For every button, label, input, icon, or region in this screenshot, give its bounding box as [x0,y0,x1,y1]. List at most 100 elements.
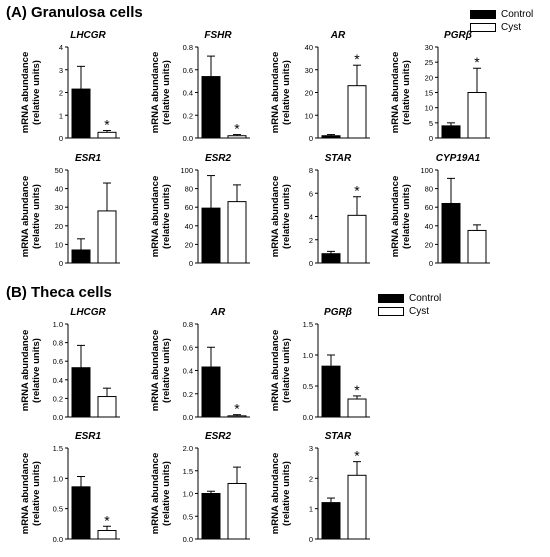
legend-theca: Control Cyst [378,292,441,318]
legend-item-cyst: Cyst [378,305,441,318]
bar-control [321,502,341,540]
legend-label-control: Control [409,293,442,304]
error-bar [233,414,241,416]
bar-cyst [97,530,117,540]
y-tick-label: 0 [309,259,313,268]
y-axis-label: mRNA abundance(relative units) [390,176,412,257]
chart-panel-4: ESR1 mRNA abundance(relative units) 0 10 20 3… [20,153,120,268]
y-tick-label: 0.6 [183,343,193,352]
y-tick-label: 10 [305,111,313,120]
y-tick-label: 0 [309,134,313,143]
legend-granulosa: Control Cyst [470,8,533,34]
error-bar [103,129,111,133]
bar-cyst [347,474,367,540]
y-tick-label: 0 [59,134,63,143]
y-tick-label: 2 [309,236,313,245]
y-tick-label: 6 [309,189,313,198]
y-axis-label: mRNA abundance(relative units) [20,330,42,411]
chart-panel-6: STAR mRNA abundance(relative units) 0 2 4 6 8 * [270,153,370,268]
error-bar [207,346,215,368]
chart-title: PGRβ [324,307,352,318]
error-bar [353,461,361,476]
legend-label-cyst: Cyst [501,22,521,33]
y-axis-label: mRNA abundance(relative units) [20,52,42,133]
y-tick-label: 0.2 [53,394,63,403]
significance-star: * [354,382,360,398]
y-tick-label: 20 [185,240,193,249]
y-tick-label: 60 [425,203,433,212]
y-tick-label: 25 [425,58,433,67]
y-tick-label: 80 [185,185,193,194]
chart-title: AR [210,307,226,318]
bar-cyst [97,396,117,418]
chart-panel-11: ESR1 mRNA abundance(relative units) 0.0 0.5… [20,431,120,544]
y-tick-label: 100 [180,166,193,175]
y-tick-label: 0 [189,259,193,268]
y-tick-label: 40 [425,222,433,231]
y-tick-label: 0 [429,134,433,143]
chart-title: CYP19A1 [436,153,481,164]
y-tick-label: 15 [425,89,433,98]
chart-title: ESR1 [75,153,102,164]
y-tick-label: 0.5 [53,505,63,514]
bar-cyst [347,85,367,139]
bar-cyst [97,131,117,139]
legend-swatch-control [378,294,404,303]
y-tick-label: 0.0 [53,413,63,422]
chart-panel-1: FSHR mRNA abundance(relative units) 0.0 0.2… [150,30,250,143]
bar-cyst [467,229,487,264]
error-bar [447,177,455,204]
error-bar [207,55,215,77]
error-bar [473,224,481,231]
y-tick-label: 0 [429,259,433,268]
y-tick-label: 40 [305,43,313,52]
y-tick-label: 4 [309,213,313,222]
significance-star: * [104,512,110,528]
y-tick-label: 40 [55,185,63,194]
y-axis-label: mRNA abundance(relative units) [20,176,42,257]
error-bar [473,67,481,93]
chart-panel-12: ESR2 mRNA abundance(relative units) 0.0 0.5… [150,431,250,544]
bar-cyst [97,210,117,264]
y-tick-label: 1.0 [53,320,63,329]
y-tick-label: 80 [425,185,433,194]
bar-control [201,493,221,540]
y-tick-label: 0 [309,535,313,544]
chart-panel-7: CYP19A1 mRNA abundance(relative units) 0 20… [390,153,490,268]
chart-panel-3: PGRβ mRNA abundance(relative units) 0 5 10 15… [390,30,490,143]
chart-panel-5: ESR2 mRNA abundance(relative units) 0 20 40 6… [150,153,250,268]
y-axis-label: mRNA abundance(relative units) [150,330,172,411]
error-bar [77,344,85,368]
error-bar [233,466,241,484]
y-tick-label: 8 [309,166,313,175]
bar-control [201,366,221,418]
y-tick-label: 10 [55,240,63,249]
y-tick-label: 1 [59,111,63,120]
legend-swatch-cyst [378,307,404,316]
legend-swatch-control [470,10,496,19]
bar-cyst [227,201,247,264]
error-bar [207,175,215,209]
bar-cyst [227,135,247,139]
y-tick-label: 0.0 [183,535,193,544]
y-axis-label: mRNA abundance(relative units) [20,453,42,534]
y-tick-label: 1.5 [183,467,193,476]
y-tick-label: 10 [425,104,433,113]
y-tick-label: 2 [59,89,63,98]
y-tick-label: 0.4 [183,89,193,98]
y-tick-label: 0.2 [183,111,193,120]
y-tick-label: 0.4 [183,367,193,376]
y-tick-label: 0.4 [53,376,63,385]
chart-title: STAR [325,431,352,442]
y-axis-label: mRNA abundance(relative units) [390,52,412,133]
significance-star: * [104,116,110,132]
y-tick-label: 0.0 [183,413,193,422]
chart-panel-13: STAR mRNA abundance(relative units) 0 1 2 3 * [270,431,370,544]
y-tick-label: 3 [59,66,63,75]
y-tick-label: 40 [185,222,193,231]
y-tick-label: 100 [420,166,433,175]
bar-cyst [347,398,367,418]
legend-item-control: Control [378,292,441,305]
y-tick-label: 2.0 [183,444,193,453]
y-tick-label: 20 [305,89,313,98]
